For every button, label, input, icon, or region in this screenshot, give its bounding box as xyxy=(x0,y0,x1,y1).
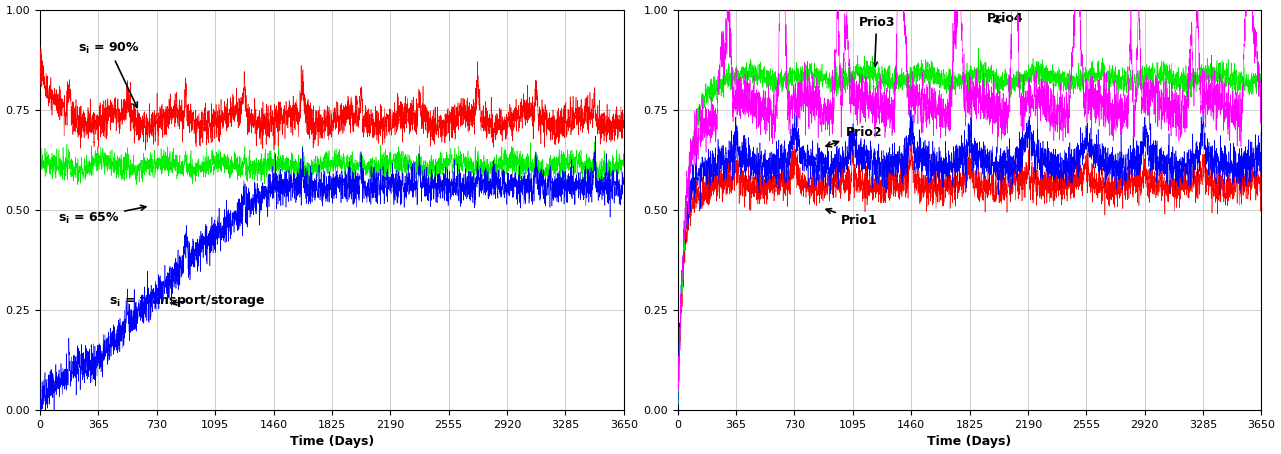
Text: Prio1: Prio1 xyxy=(826,208,877,227)
Text: Prio2: Prio2 xyxy=(826,126,883,147)
Text: $\mathbf{s_i}$ = transport/storage: $\mathbf{s_i}$ = transport/storage xyxy=(109,293,265,309)
X-axis label: Time (Days): Time (Days) xyxy=(290,435,374,449)
X-axis label: Time (Days): Time (Days) xyxy=(927,435,1012,449)
Text: $\mathbf{s_i}$ = 90%: $\mathbf{s_i}$ = 90% xyxy=(78,40,140,108)
Text: Prio3: Prio3 xyxy=(858,15,895,67)
Text: $\mathbf{s_i}$ = 65%: $\mathbf{s_i}$ = 65% xyxy=(58,205,146,226)
Text: Prio4: Prio4 xyxy=(986,12,1024,25)
